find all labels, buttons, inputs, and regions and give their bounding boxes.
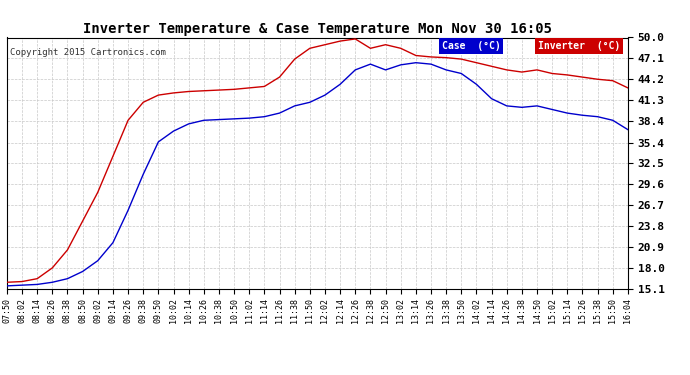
Text: Inverter  (°C): Inverter (°C): [538, 41, 620, 51]
Text: Copyright 2015 Cartronics.com: Copyright 2015 Cartronics.com: [10, 48, 166, 57]
Title: Inverter Temperature & Case Temperature Mon Nov 30 16:05: Inverter Temperature & Case Temperature …: [83, 22, 552, 36]
Text: Case  (°C): Case (°C): [442, 41, 500, 51]
